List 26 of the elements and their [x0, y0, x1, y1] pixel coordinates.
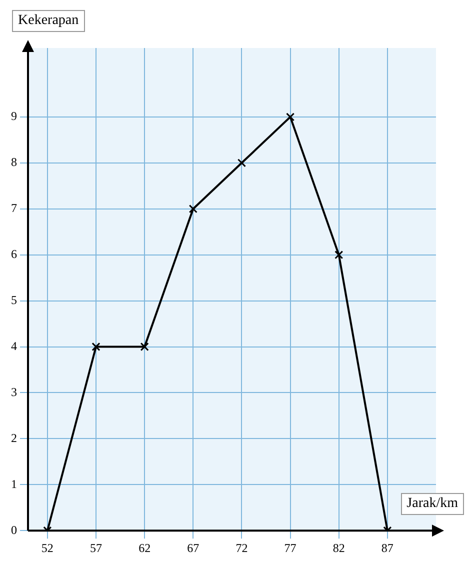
x-tick-label: 87 [381, 540, 394, 555]
y-tick-label: 4 [11, 338, 17, 353]
point [92, 342, 100, 352]
x-axis-title: Jarak/km [400, 493, 464, 515]
y-tick-label: 9 [11, 109, 17, 124]
y-tick-label: 8 [11, 155, 17, 170]
x-tick-label: 57 [90, 540, 102, 555]
x-tick-label: 82 [332, 540, 345, 555]
point [334, 250, 344, 260]
y-axis-title: Kekerapan [12, 10, 85, 32]
y-tick-label: 5 [11, 292, 17, 307]
y-tick-label: 0 [11, 522, 17, 537]
point [188, 204, 198, 214]
x-tick-label: 62 [138, 540, 151, 555]
y-tick-label: 6 [11, 246, 17, 261]
x-tick-label: 72 [236, 540, 248, 555]
point [286, 112, 295, 122]
x-tick-label: 77 [284, 540, 296, 555]
y-tick-label: 7 [11, 201, 17, 216]
y-tick-label: 1 [11, 476, 17, 491]
y-tick-label: 3 [11, 384, 17, 399]
x-tick-label: 52 [41, 540, 54, 555]
point [140, 342, 149, 352]
x-tick-label: 67 [187, 540, 200, 555]
point [237, 158, 246, 168]
y-tick-label: 2 [11, 430, 17, 445]
